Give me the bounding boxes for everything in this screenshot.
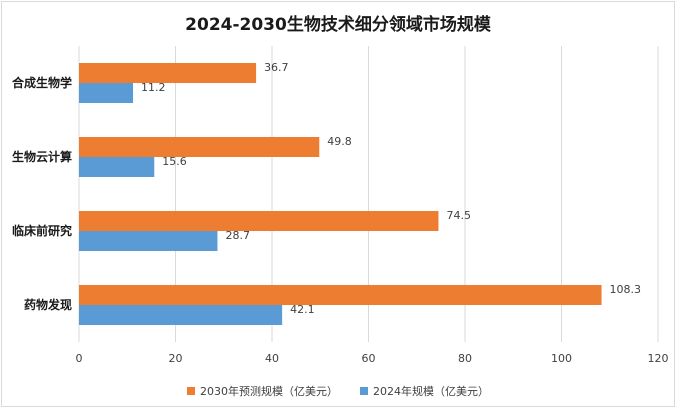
data-label: 74.5 (446, 209, 471, 222)
x-tick-label: 100 (551, 352, 572, 365)
category-label: 合成生物学 (12, 75, 72, 90)
x-tick-label: 120 (648, 352, 669, 365)
bar-1-0[interactable] (79, 83, 134, 103)
data-label: 108.3 (610, 283, 642, 296)
legend-item-2024[interactable]: 2024年规模（亿美元） (360, 383, 489, 399)
bar-0-1[interactable] (79, 137, 320, 157)
category-label: 生物云计算 (12, 149, 72, 164)
bar-1-3[interactable] (79, 305, 283, 325)
data-label: 42.1 (290, 303, 315, 316)
x-tick-label: 40 (265, 352, 279, 365)
bar-1-2[interactable] (79, 231, 218, 251)
legend-label-2024: 2024年规模（亿美元） (373, 385, 489, 398)
legend-swatch-2030 (187, 387, 195, 395)
category-label: 临床前研究 (12, 223, 72, 238)
bar-0-3[interactable] (79, 285, 602, 305)
bar-1-1[interactable] (79, 157, 155, 177)
legend: 2030年预测规模（亿美元） 2024年规模（亿美元） (0, 383, 676, 399)
legend-label-2030: 2030年预测规模（亿美元） (200, 385, 338, 398)
data-label: 36.7 (264, 61, 289, 74)
chart-title: 2024-2030生物技术细分领域市场规模 (185, 15, 491, 35)
data-label: 15.6 (162, 155, 187, 168)
x-tick-label: 0 (76, 352, 83, 365)
category-label: 药物发现 (24, 297, 72, 312)
data-label: 11.2 (141, 81, 166, 94)
x-axis-ticks: 0 20 40 60 80 100 120 (76, 352, 669, 365)
x-tick-label: 60 (362, 352, 376, 365)
bar-0-2[interactable] (79, 211, 439, 231)
legend-swatch-2024 (360, 387, 368, 395)
x-tick-label: 80 (458, 352, 472, 365)
data-label: 49.8 (327, 135, 352, 148)
bars (79, 63, 602, 325)
bar-0-0[interactable] (79, 63, 257, 83)
legend-item-2030[interactable]: 2030年预测规模（亿美元） (187, 383, 338, 399)
data-labels: 36.7 11.2 49.8 15.6 74.5 28.7 108.3 42.1 (141, 61, 641, 316)
x-tick-label: 20 (169, 352, 183, 365)
data-label: 28.7 (225, 229, 250, 242)
